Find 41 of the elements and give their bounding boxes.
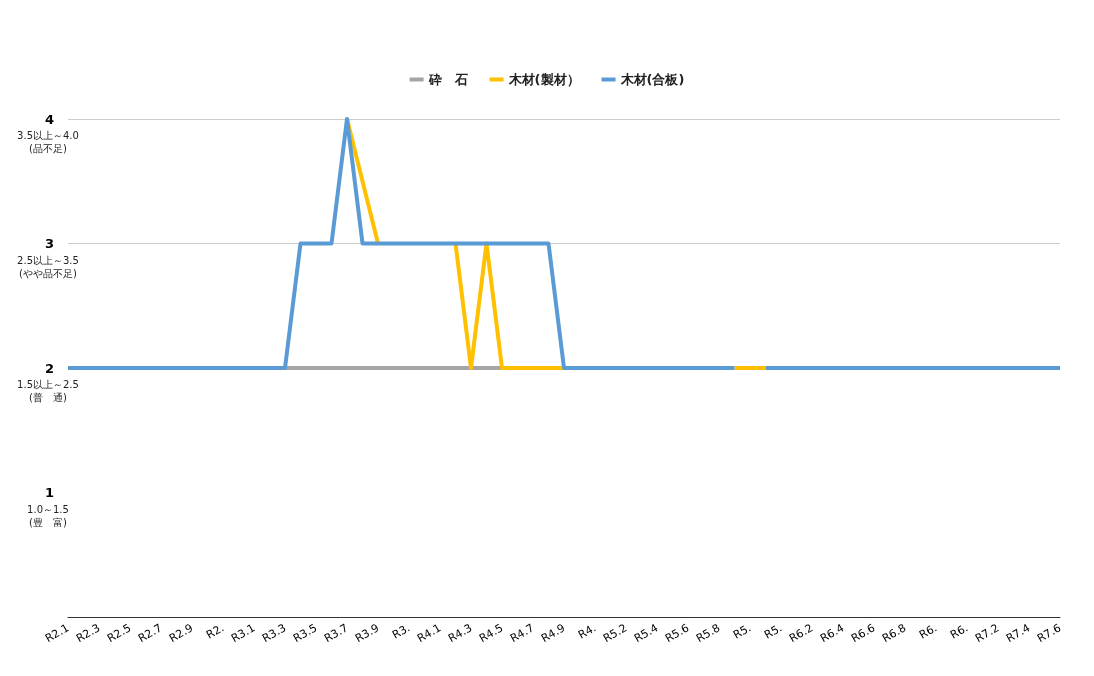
x-tick-label: R5. xyxy=(762,621,785,642)
x-tick-label: R7.4 xyxy=(1004,621,1033,646)
y-tick-label: 1 xyxy=(44,485,54,500)
x-tick-label: R5.8 xyxy=(694,621,723,646)
y-tick-label: 3 xyxy=(44,236,54,251)
x-tick-label: R4.5 xyxy=(477,621,506,646)
x-tick-label: R6.8 xyxy=(880,621,909,646)
x-tick-label: R6.4 xyxy=(818,621,847,646)
x-tick-label: R3. xyxy=(390,621,413,642)
x-tick-label: R4.3 xyxy=(446,621,475,646)
x-tick-label: R5. xyxy=(731,621,754,642)
legend-label: 砕 石 xyxy=(427,72,468,87)
x-tick-label: R3.3 xyxy=(260,621,289,646)
annotation: 2.5以上～3.5 (やや品不足) xyxy=(17,254,79,279)
annotation: 1.5以上～2.5 (普 通) xyxy=(17,379,79,403)
x-tick-label: R6.6 xyxy=(849,621,878,646)
x-tick-label: R7.6 xyxy=(1035,621,1064,646)
x-tick-label: R6. xyxy=(948,621,971,642)
x-tick-label: R6. xyxy=(917,621,940,642)
x-tick-label: R2.9 xyxy=(167,621,196,646)
x-tick-label: R3.5 xyxy=(291,621,320,646)
x-tick-label: R2.1 xyxy=(43,621,72,646)
x-tick-label: R3.1 xyxy=(229,621,258,646)
x-tick-label: R5.6 xyxy=(663,621,692,646)
legend-label: 木材(合板) xyxy=(619,72,685,87)
y-tick-label: 2 xyxy=(44,360,54,376)
annotation: 3.5以上～4.0 (品不足) xyxy=(17,130,79,154)
y-tick-label: 4 xyxy=(44,111,54,127)
x-tick-label: R6.2 xyxy=(787,621,816,646)
x-tick-label: R4.1 xyxy=(415,621,444,646)
x-tick-label: R7.2 xyxy=(973,621,1002,646)
annotation: 1.0～1.5 (豊 富) xyxy=(27,503,69,528)
x-tick-label: R3.9 xyxy=(353,621,382,646)
x-tick-label: R2.5 xyxy=(105,621,134,646)
x-tick-label: R4. xyxy=(576,621,599,642)
x-tick-label: R4.9 xyxy=(539,621,568,646)
x-tick-label: R5.4 xyxy=(632,621,661,646)
x-tick-label: R2.3 xyxy=(74,621,103,646)
x-tick-label: R5.2 xyxy=(601,621,630,646)
legend-label: 木材(製材） xyxy=(507,72,580,87)
x-tick-label: R2. xyxy=(204,621,227,642)
